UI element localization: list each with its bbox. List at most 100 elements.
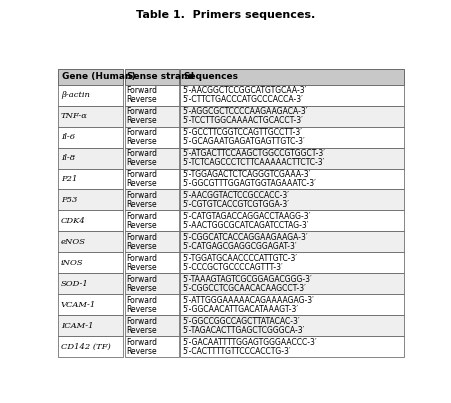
Bar	[180, 336, 404, 357]
Bar	[58, 315, 123, 336]
Text: P21: P21	[61, 175, 77, 183]
Text: 5′-TGGATGCAACCCCATTGTC-3′: 5′-TGGATGCAACCCCATTGTC-3′	[183, 254, 298, 263]
Text: 5′-CTTCTGACCCATGCCCACCA-3′: 5′-CTTCTGACCCATGCCCACCA-3′	[183, 95, 304, 104]
Text: Reverse: Reverse	[127, 326, 157, 335]
Bar	[180, 273, 404, 294]
Text: Forward: Forward	[127, 233, 158, 242]
Text: Forward: Forward	[127, 191, 158, 200]
Text: 5′-ATGACTTCCAAGCTGGCCGTGGCT-3′: 5′-ATGACTTCCAAGCTGGCCGTGGCT-3′	[183, 149, 326, 158]
Text: β-actin: β-actin	[61, 91, 90, 99]
Text: 5′-CATGAGCGAGGCGGAGAT-3′: 5′-CATGAGCGAGGCGGAGAT-3′	[183, 242, 297, 251]
Text: Reverse: Reverse	[127, 179, 157, 188]
Bar	[58, 252, 123, 273]
Text: Reverse: Reverse	[127, 284, 157, 293]
Text: CD142 (TF): CD142 (TF)	[61, 343, 110, 351]
Text: Reverse: Reverse	[127, 116, 157, 125]
Bar	[180, 127, 404, 147]
Text: 5′-TCTCAGCCCTCTTCAAAAACTTCTC-3′: 5′-TCTCAGCCCTCTTCAAAAACTTCTC-3′	[183, 158, 325, 167]
Bar	[124, 168, 179, 189]
Bar	[180, 189, 404, 210]
Text: 5′-CGGCATCACCAGGAAGAAGA-3′: 5′-CGGCATCACCAGGAAGAAGA-3′	[183, 233, 308, 242]
Bar	[124, 189, 179, 210]
Text: iNOS: iNOS	[61, 259, 83, 267]
Text: Forward: Forward	[127, 296, 158, 305]
Bar	[124, 336, 179, 357]
Bar	[124, 69, 179, 85]
Bar	[180, 168, 404, 189]
Text: 5′-TAGACACTTGAGCTCGGGCA-3′: 5′-TAGACACTTGAGCTCGGGCA-3′	[183, 326, 305, 335]
Text: Table 1.  Primers sequences.: Table 1. Primers sequences.	[136, 10, 315, 20]
Bar	[180, 210, 404, 231]
Bar	[124, 106, 179, 127]
Bar	[180, 252, 404, 273]
Text: Forward: Forward	[127, 128, 158, 137]
Bar	[124, 252, 179, 273]
Bar	[58, 189, 123, 210]
Bar	[124, 210, 179, 231]
Text: 5′-GACAATTTTGGAGTGGGAACCC-3′: 5′-GACAATTTTGGAGTGGGAACCC-3′	[183, 338, 317, 347]
Bar	[180, 315, 404, 336]
Text: 5′-GGCCGGCCAGCTTATACAC-3′: 5′-GGCCGGCCAGCTTATACAC-3′	[183, 317, 300, 326]
Bar	[180, 231, 404, 252]
Bar	[58, 69, 123, 85]
Text: Reverse: Reverse	[127, 158, 157, 167]
Text: Reverse: Reverse	[127, 305, 157, 314]
Bar	[180, 147, 404, 168]
Text: Sense strand: Sense strand	[127, 72, 194, 81]
Text: 5′-AGGCGCTCCCCAAGAAGACA-3′: 5′-AGGCGCTCCCCAAGAAGACA-3′	[183, 107, 308, 116]
Bar	[58, 168, 123, 189]
Bar	[58, 294, 123, 315]
Text: Forward: Forward	[127, 275, 158, 284]
Text: Forward: Forward	[127, 338, 158, 347]
Text: Sequences: Sequences	[183, 72, 238, 81]
Text: Reverse: Reverse	[127, 242, 157, 251]
Bar	[124, 315, 179, 336]
Text: CDK4: CDK4	[61, 217, 86, 225]
Text: VCAM-1: VCAM-1	[61, 301, 96, 309]
Bar	[58, 273, 123, 294]
Text: Reverse: Reverse	[127, 263, 157, 272]
Bar	[180, 106, 404, 127]
Text: 5′-GCAGAATGAGATGAGTTGTC-3′: 5′-GCAGAATGAGATGAGTTGTC-3′	[183, 137, 305, 146]
Text: Reverse: Reverse	[127, 347, 157, 356]
Text: Gene (Human): Gene (Human)	[62, 72, 135, 81]
Text: Forward: Forward	[127, 107, 158, 116]
Bar	[58, 336, 123, 357]
Bar	[124, 85, 179, 106]
Bar	[58, 85, 123, 106]
Bar	[58, 127, 123, 147]
Text: P53: P53	[61, 196, 77, 204]
Bar	[180, 294, 404, 315]
Text: 5′-CCCGCTGCCCCAGTTT-3′: 5′-CCCGCTGCCCCAGTTT-3′	[183, 263, 283, 272]
Text: Forward: Forward	[127, 212, 158, 221]
Text: Reverse: Reverse	[127, 200, 157, 209]
Text: eNOS: eNOS	[61, 238, 86, 246]
Text: 5′-GGCGTTTGGAGTGGTAGAAATC-3′: 5′-GGCGTTTGGAGTGGTAGAAATC-3′	[183, 179, 317, 188]
Bar	[58, 231, 123, 252]
Text: 5′-AACGGTACTCCGCCACC-3′: 5′-AACGGTACTCCGCCACC-3′	[183, 191, 290, 200]
Text: SOD-1: SOD-1	[61, 280, 89, 288]
Text: Forward: Forward	[127, 86, 158, 95]
Text: 5′-TCCTTGGCAAAACTGCACCT-3′: 5′-TCCTTGGCAAAACTGCACCT-3′	[183, 116, 304, 125]
Text: 5′-GGCAACATTGACATAAAGT-3′: 5′-GGCAACATTGACATAAAGT-3′	[183, 305, 299, 314]
Text: 5′-CGGCCTCGCAACACAAGCCT-3′: 5′-CGGCCTCGCAACACAAGCCT-3′	[183, 284, 306, 293]
Text: 5′-TGGAGACTCTCAGGGTCGAAA-3′: 5′-TGGAGACTCTCAGGGTCGAAA-3′	[183, 170, 311, 179]
Text: 5′-AACGGCTCCGGCATGTGCAA-3′: 5′-AACGGCTCCGGCATGTGCAA-3′	[183, 86, 307, 95]
Bar	[124, 231, 179, 252]
Text: ICAM-1: ICAM-1	[61, 322, 93, 330]
Bar	[180, 69, 404, 85]
Bar	[124, 273, 179, 294]
Bar	[58, 106, 123, 127]
Text: Reverse: Reverse	[127, 137, 157, 146]
Text: TNF-α: TNF-α	[61, 112, 88, 120]
Bar	[124, 147, 179, 168]
Text: 5′-CACTTTTGTTCCCACCTG-3′: 5′-CACTTTTGTTCCCACCTG-3′	[183, 347, 291, 356]
Text: 5′-CGTGTCACCGTCGTGGA-3′: 5′-CGTGTCACCGTCGTGGA-3′	[183, 200, 290, 209]
Text: Il-6: Il-6	[61, 133, 75, 141]
Text: Reverse: Reverse	[127, 221, 157, 230]
Bar	[124, 127, 179, 147]
Bar	[58, 147, 123, 168]
Bar	[180, 85, 404, 106]
Text: 5′-CATGTAGACCAGGACCTAAGG-3′: 5′-CATGTAGACCAGGACCTAAGG-3′	[183, 212, 311, 221]
Text: 5′-ATTGGGAAAAACAGAAAAGAG-3′: 5′-ATTGGGAAAAACAGAAAAGAG-3′	[183, 296, 314, 305]
